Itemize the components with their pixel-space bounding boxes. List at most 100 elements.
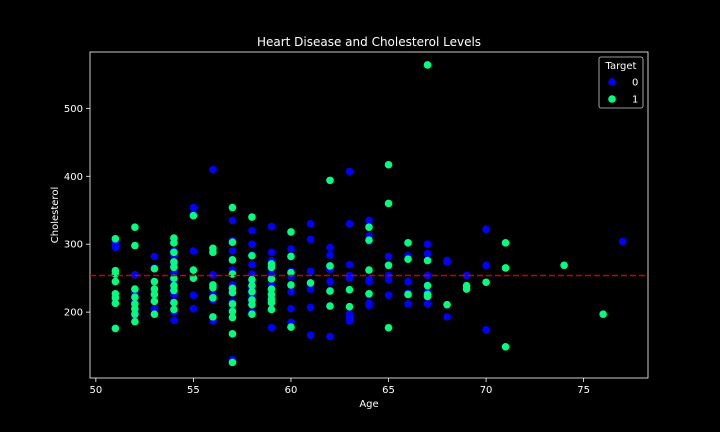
point-target-1-3 [111,277,120,286]
point-target-1-86 [384,261,393,270]
point-target-0-131 [482,261,490,270]
point-target-1-30 [170,298,178,307]
y-axis: 200 300 400 500 [64,104,90,319]
point-target-0-94 [345,220,354,228]
point-target-0-76 [287,304,295,313]
point-target-1-100 [501,239,510,247]
point-target-0-86 [326,251,334,259]
point-target-1-56 [248,287,256,296]
point-target-1-68 [287,228,295,236]
legend-box [598,56,644,109]
point-target-1-5 [111,294,120,302]
point-target-0-118 [404,300,412,308]
point-target-0-80 [306,267,315,276]
point-target-0-15 [150,304,159,313]
point-target-0-129 [462,271,471,280]
point-target-0-120 [423,249,432,258]
point-target-1-39 [209,294,217,302]
point-target-1-83 [365,289,373,298]
point-target-0-133 [618,237,627,246]
point-target-0-101 [365,216,373,225]
x-axis: 50 55 60 65 70 75 [89,378,590,396]
point-target-1-36 [209,248,217,257]
point-target-0-100 [345,317,354,325]
point-target-0-82 [306,285,315,293]
point-target-1-16 [150,264,159,273]
point-target-0-119 [423,240,432,249]
point-target-1-51 [228,358,237,367]
point-target-1-32 [189,211,198,220]
point-target-1-67 [267,305,276,314]
point-target-1-102 [501,342,510,351]
point-target-0-4 [131,270,139,279]
point-target-0-109 [365,301,373,310]
y-axis-label: Cholesterol [50,187,61,243]
point-target-0-41 [228,247,237,255]
point-target-0-39 [228,216,237,225]
plot-area [89,51,649,379]
point-target-1-49 [228,313,237,322]
point-target-0-114 [384,291,393,299]
point-target-0-92 [326,332,334,341]
point-target-1-77 [326,302,334,310]
point-target-0-95 [345,260,354,269]
point-target-1-55 [248,281,256,290]
point-target-1-21 [150,310,159,318]
point-target-0-78 [306,220,315,228]
point-target-1-103 [560,261,568,270]
point-target-1-26 [170,263,178,272]
point-target-1-72 [287,323,295,331]
point-target-1-29 [170,286,178,295]
point-target-0-28 [189,247,198,255]
point-target-0-26 [189,203,198,212]
point-target-1-95 [423,292,432,301]
point-target-1-96 [443,300,451,309]
point-target-0-31 [189,304,198,313]
point-target-0-127 [443,258,451,266]
point-target-1-33 [189,266,198,274]
chart-title: Heart Disease and Cholesterol Levels [257,35,481,49]
point-target-1-84 [384,160,393,169]
point-target-1-63 [267,285,276,293]
point-target-1-75 [326,262,334,270]
point-target-1-78 [345,285,354,294]
point-target-0-50 [248,226,256,235]
point-target-1-2 [111,270,120,278]
point-target-1-101 [501,264,510,272]
point-target-1-92 [423,256,432,265]
point-target-0-79 [306,235,315,244]
point-target-1-38 [209,283,217,292]
point-target-1-41 [228,203,237,212]
point-target-0-110 [384,252,393,261]
point-target-1-70 [287,268,295,277]
point-target-1-42 [228,238,237,246]
point-target-1-58 [248,300,256,309]
legend-label-1: 1 [632,95,638,106]
point-target-0-75 [287,287,295,296]
point-target-1-76 [326,287,334,295]
point-target-0-11 [150,252,159,261]
point-target-0-97 [345,274,354,282]
legend: Target 0 1 [598,56,644,109]
point-target-0-70 [267,323,276,332]
point-target-0-93 [345,167,354,176]
point-target-1-98 [462,285,471,293]
point-target-1-71 [287,281,295,289]
point-target-1-87 [384,323,393,332]
point-target-1-9 [131,241,139,250]
point-target-1-7 [111,324,120,333]
point-target-1-27 [170,274,178,282]
point-target-0-51 [248,240,256,249]
point-target-1-40 [209,313,217,321]
point-target-0-83 [306,303,315,312]
y-tick-label-1: 300 [64,240,83,251]
point-target-1-89 [404,255,412,263]
point-target-0-25 [170,316,178,325]
point-target-1-53 [248,251,256,260]
x-tick-label-0: 50 [89,385,102,396]
point-target-1-46 [228,288,237,297]
point-target-0-85 [326,243,334,252]
point-target-1-6 [111,299,120,308]
legend-marker-1 [608,95,616,103]
x-tick-label-2: 60 [285,385,298,396]
